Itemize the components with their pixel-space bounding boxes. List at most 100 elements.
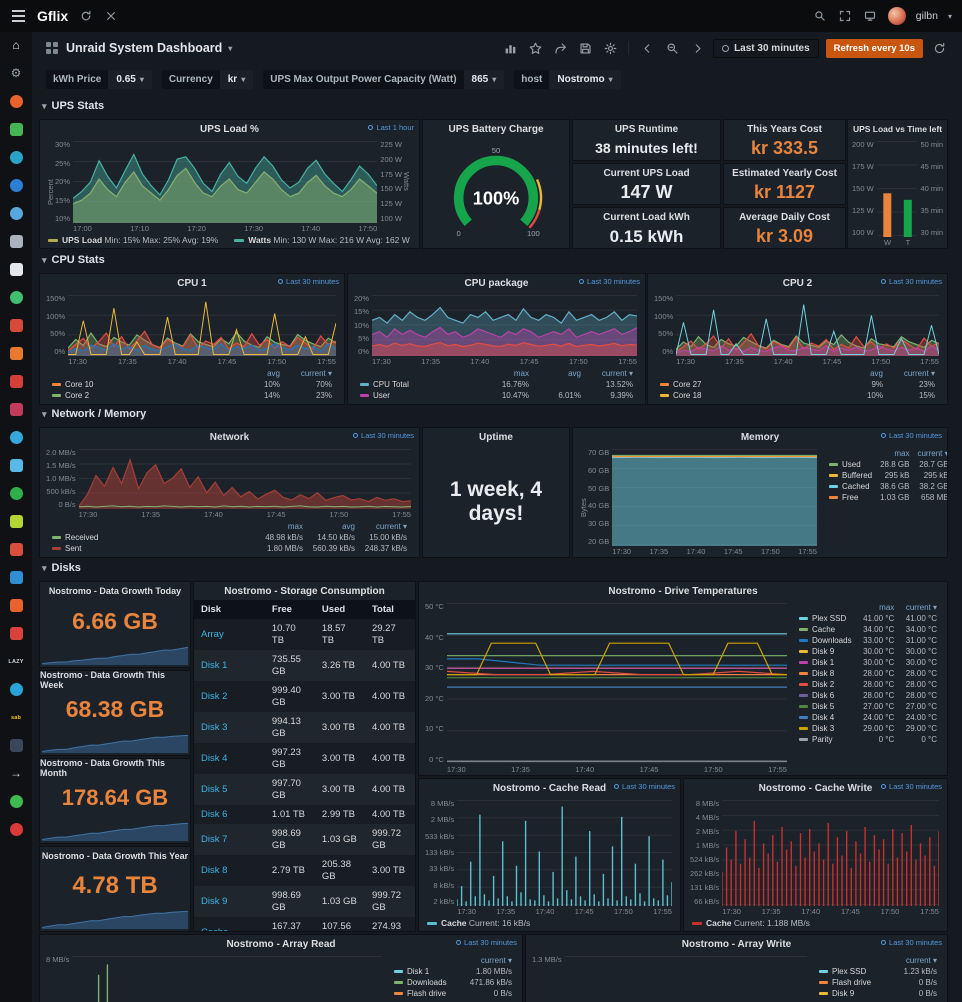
chart-plot[interactable] bbox=[42, 907, 188, 929]
legend-header[interactable]: current ▾ bbox=[480, 956, 512, 965]
variable-dropdown[interactable]: 865 ▾ bbox=[463, 70, 505, 89]
logout-icon[interactable]: → bbox=[10, 766, 22, 780]
disk-link[interactable]: Disk 4 bbox=[201, 752, 228, 764]
time-forward-button[interactable] bbox=[688, 39, 706, 57]
chart-plot[interactable] bbox=[78, 448, 411, 509]
chart-plot[interactable] bbox=[42, 819, 188, 841]
web-panel-crimson-icon[interactable] bbox=[9, 403, 23, 416]
legend-row[interactable]: Disk 6 28.00 °C 28.00 °C bbox=[795, 690, 941, 701]
save-button[interactable] bbox=[576, 39, 594, 57]
chart-plot[interactable] bbox=[564, 955, 807, 1002]
web-panel-unraid-icon[interactable] bbox=[9, 347, 23, 360]
legend-header[interactable]: avg current ▾ bbox=[870, 369, 935, 378]
web-panel-droplet-icon[interactable] bbox=[9, 683, 23, 696]
legend-item[interactable]: UPS Load Min: 15% Max: 25% Avg: 19% bbox=[48, 235, 218, 245]
legend-row[interactable]: Core 27 9% 23% bbox=[656, 379, 939, 390]
fullscreen-icon[interactable] bbox=[838, 9, 853, 24]
panel-title[interactable]: Current UPS Load bbox=[603, 167, 690, 179]
legend-row[interactable]: Buffered 295 kB 295 kB bbox=[825, 470, 947, 481]
web-panel-emerald-icon[interactable] bbox=[9, 487, 23, 500]
share-button[interactable] bbox=[551, 39, 569, 57]
chart-plot[interactable] bbox=[676, 294, 939, 356]
legend-row[interactable]: User 10.47% 6.01% 9.39% bbox=[356, 390, 637, 401]
web-panel-scarlet-icon[interactable] bbox=[9, 627, 23, 640]
chart-plot[interactable] bbox=[612, 448, 817, 546]
settings-button[interactable] bbox=[601, 39, 619, 57]
disk-link[interactable]: Disk 9 bbox=[201, 895, 228, 907]
legend-row[interactable]: Disk 8 28.00 °C 28.00 °C bbox=[795, 668, 941, 679]
legend-item[interactable]: Cache Current: 1.188 MB/s bbox=[692, 918, 810, 928]
add-panel-button[interactable] bbox=[501, 39, 519, 57]
legend-row[interactable]: Core 10 10% 70% bbox=[48, 379, 336, 390]
web-panel-gray-icon[interactable] bbox=[9, 235, 23, 248]
web-panel-teal-icon[interactable] bbox=[9, 151, 23, 164]
chart-plot[interactable] bbox=[457, 799, 672, 906]
panel-title[interactable]: Nostromo - Data Growth This Month bbox=[40, 758, 166, 778]
legend-row[interactable]: Free 1.03 GB 658 MB bbox=[825, 492, 947, 503]
disk-link[interactable]: Disk 7 bbox=[201, 833, 228, 845]
legend-header[interactable]: max avg current ▾ bbox=[287, 522, 407, 531]
time-range-picker[interactable]: Last 30 minutes bbox=[713, 38, 819, 58]
legend-row[interactable]: Disk 1 1.80 MB/s bbox=[390, 966, 516, 977]
web-panel-eye-icon[interactable] bbox=[9, 431, 23, 444]
row-cpu-stats[interactable]: ▾ CPU Stats bbox=[42, 254, 105, 266]
web-panel-blue-icon[interactable] bbox=[9, 179, 23, 192]
panel-title[interactable]: Nostromo - Cache Read Last 30 minutes bbox=[492, 782, 675, 794]
legend-row[interactable]: Used 28.8 GB 28.7 GB bbox=[825, 459, 947, 470]
legend-row[interactable]: Plex SSD 41.00 °C 41.00 °C bbox=[795, 613, 941, 624]
reload-icon[interactable] bbox=[78, 9, 93, 24]
chart-plot[interactable] bbox=[68, 294, 336, 356]
time-back-button[interactable] bbox=[638, 39, 656, 57]
legend-row[interactable]: Flash drive 0 B/s bbox=[390, 988, 516, 999]
kiosk-icon[interactable] bbox=[863, 9, 878, 24]
chart-plot[interactable] bbox=[42, 731, 188, 753]
chart-plot[interactable] bbox=[72, 955, 382, 1002]
panel-title[interactable]: Current Load kWh bbox=[603, 211, 690, 223]
disk-link[interactable]: Cache bbox=[194, 917, 265, 932]
row-network-memory[interactable]: ▾ Network / Memory bbox=[42, 408, 147, 420]
legend-row[interactable]: Sent 1.80 MB/s 560.39 kB/s 248.37 kB/s bbox=[48, 543, 411, 554]
panel-title[interactable]: Nostromo - Storage Consumption bbox=[224, 585, 385, 597]
web-panel-search-icon[interactable] bbox=[9, 207, 23, 220]
dashboard-title-picker[interactable]: Unraid System Dashboard ▾ bbox=[66, 41, 233, 55]
web-panel-orange-icon[interactable] bbox=[9, 95, 23, 108]
chart-plot[interactable] bbox=[876, 140, 918, 237]
row-ups-stats[interactable]: ▾ UPS Stats bbox=[42, 100, 105, 112]
lazylibrarian-icon[interactable]: LAZY bbox=[8, 658, 24, 665]
legend-item[interactable]: Watts Min: 130 W Max: 216 W Avg: 162 W bbox=[234, 235, 410, 245]
web-panel-shield-icon[interactable] bbox=[9, 375, 23, 388]
panel-title[interactable]: Nostromo - Array Read Last 30 minutes bbox=[226, 938, 517, 950]
legend-row[interactable]: Flash drive 0 B/s bbox=[815, 977, 941, 988]
panel-title[interactable]: Average Daily Cost bbox=[739, 211, 830, 223]
refresh-interval-chip[interactable]: Refresh every 10s bbox=[825, 38, 923, 58]
panel-title[interactable]: CPU 2 Last 30 minutes bbox=[782, 277, 942, 289]
legend-header[interactable]: max avg current ▾ bbox=[513, 369, 633, 378]
legend-row[interactable]: Plex SSD 1.23 kB/s bbox=[815, 966, 941, 977]
disk-link[interactable]: Disk 2 bbox=[201, 690, 228, 702]
panel-title[interactable]: Nostromo - Data Growth Today bbox=[48, 586, 182, 596]
column-header[interactable]: Free bbox=[264, 600, 315, 619]
panel-title[interactable]: Nostromo - Array Write Last 30 minutes bbox=[681, 938, 942, 950]
github-green-icon[interactable] bbox=[9, 795, 23, 808]
legend-row[interactable]: Disk 9 30.00 °C 30.00 °C bbox=[795, 646, 941, 657]
panel-title[interactable]: CPU package Last 30 minutes bbox=[464, 277, 640, 289]
web-panel-amber-diamond-icon[interactable] bbox=[9, 599, 23, 612]
variable-dropdown[interactable]: Nostromo ▾ bbox=[549, 70, 621, 89]
panel-title[interactable]: This Years Cost bbox=[747, 123, 822, 135]
legend-row[interactable]: Disk 5 27.00 °C 27.00 °C bbox=[795, 701, 941, 712]
variable-dropdown[interactable]: 0.65 ▾ bbox=[108, 70, 152, 89]
web-panel-green-cube-icon[interactable] bbox=[9, 123, 23, 136]
web-panel-green-icon[interactable] bbox=[9, 291, 23, 304]
avatar[interactable] bbox=[887, 7, 906, 25]
panel-title[interactable]: Nostromo - Data Growth This Year bbox=[41, 851, 189, 861]
chart-plot[interactable] bbox=[73, 140, 378, 223]
legend-row[interactable]: Disk 1 30.00 °C 30.00 °C bbox=[795, 657, 941, 668]
settings-icon[interactable]: ⚙ bbox=[10, 66, 22, 80]
home-icon[interactable]: ⌂ bbox=[12, 38, 20, 52]
legend-row[interactable]: CPU Total 16.76% 13.52% bbox=[356, 379, 637, 390]
panel-title[interactable]: Uptime bbox=[479, 431, 513, 443]
legend-row[interactable]: Disk 4 24.00 °C 24.00 °C bbox=[795, 712, 941, 723]
zoom-out-button[interactable] bbox=[663, 39, 681, 57]
menu-icon[interactable] bbox=[10, 8, 27, 24]
